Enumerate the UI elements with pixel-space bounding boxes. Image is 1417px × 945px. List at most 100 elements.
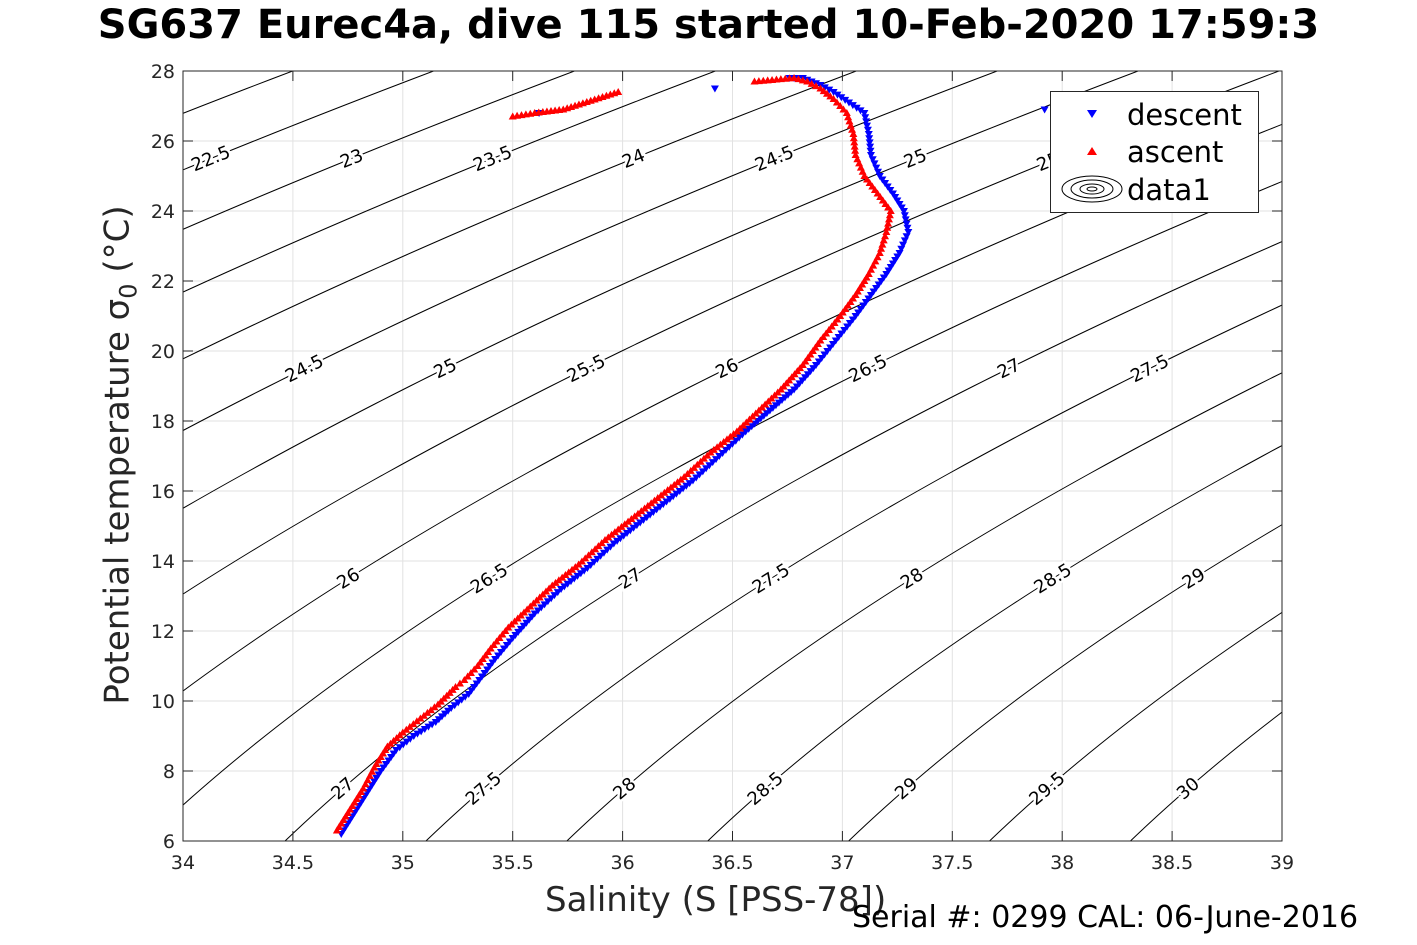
ascent-marker: [845, 117, 854, 125]
y-tick-label: 10: [151, 691, 175, 713]
descent-marker: [537, 604, 546, 612]
ascent-marker: [368, 767, 377, 775]
density-contour-line: [847, 524, 1282, 841]
chart-title: SG637 Eurec4a, dive 115 started 10-Feb-2…: [97, 2, 1320, 48]
descent-marker: [399, 741, 408, 749]
ascent-marker: [363, 776, 372, 784]
legend-item-data1: data1: [1051, 171, 1258, 207]
descent-marker: [833, 91, 842, 99]
ascent-marker: [884, 219, 893, 227]
x-tick-label: 39: [1270, 852, 1294, 874]
ascent-marker: [812, 82, 821, 90]
ascent-marker: [850, 142, 859, 150]
y-axis-label-subscript: 0: [114, 283, 143, 299]
descent-marker: [457, 696, 466, 704]
ascent-marker: [851, 146, 860, 154]
ascent-marker: [807, 79, 816, 87]
down-triangle-marker-icon: [1087, 110, 1097, 118]
x-tick-label: 36.5: [711, 852, 753, 874]
descent-marker: [583, 565, 592, 572]
ascent-marker: [871, 257, 880, 265]
descent-marker: [820, 84, 829, 92]
descent-marker: [590, 558, 599, 566]
descent-marker: [402, 738, 411, 746]
descent-marker: [540, 601, 549, 609]
density-contour-line: [183, 71, 999, 432]
descent-marker: [1040, 106, 1049, 114]
descent-marker: [708, 459, 717, 467]
ascent-marker: [455, 679, 464, 687]
descent-marker: [902, 220, 911, 228]
ascent-marker: [885, 211, 894, 219]
y-tick-label: 28: [151, 61, 175, 83]
legend: descent ascent data1: [1050, 91, 1259, 213]
descent-marker: [454, 699, 463, 707]
descent-marker: [395, 744, 404, 752]
y-tick-label: 22: [151, 271, 175, 293]
descent-marker: [710, 85, 719, 93]
descent-marker: [688, 477, 697, 485]
descent-marker: [447, 705, 456, 712]
descent-marker: [861, 114, 870, 122]
descent-marker: [715, 453, 724, 460]
density-contour-line: [183, 71, 1140, 509]
ascent-marker: [866, 265, 875, 273]
descent-marker: [863, 122, 872, 130]
ascent-marker: [856, 163, 865, 171]
descent-marker: [450, 702, 459, 710]
descent-marker: [900, 212, 909, 220]
density-contour-line: [183, 71, 858, 360]
descent-marker: [705, 462, 714, 470]
descent-marker: [406, 735, 415, 743]
data-markers: [332, 74, 1049, 838]
descent-marker: [530, 610, 539, 618]
ascent-marker: [873, 253, 882, 261]
density-contour-line: [284, 241, 1282, 841]
descent-marker: [904, 229, 913, 236]
ascent-marker: [361, 780, 370, 788]
ascent-marker: [849, 134, 858, 142]
legend-label-data1: data1: [1127, 173, 1211, 207]
y-tick-label: 20: [151, 341, 175, 363]
descent-marker: [866, 152, 875, 159]
y-axis-label-text: Potential temperature σ: [97, 298, 138, 705]
x-axis-label: Salinity (S [PSS-78]): [545, 880, 887, 920]
up-triangle-marker-icon: [1087, 147, 1097, 155]
descent-marker: [550, 592, 559, 600]
ascent-marker: [508, 112, 517, 120]
descent-marker: [852, 104, 861, 112]
descent-marker: [860, 110, 869, 117]
legend-item-descent: descent: [1051, 96, 1258, 132]
descent-marker: [856, 107, 865, 115]
x-tick-label: 38.5: [1151, 852, 1193, 874]
descent-marker: [721, 446, 730, 454]
ascent-marker: [851, 151, 860, 158]
density-contour-line: [183, 71, 576, 230]
ascent-marker: [451, 683, 460, 690]
ascent-marker: [883, 223, 892, 231]
legend-item-ascent: ascent: [1051, 133, 1258, 169]
descent-marker: [702, 465, 711, 473]
x-tick-label: 34.5: [272, 852, 314, 874]
descent-marker: [461, 693, 470, 701]
serial-footer: Serial #: 0299 CAL: 06-June-2016: [852, 900, 1359, 935]
descent-marker: [865, 135, 874, 143]
contour-lines-icon: [1061, 175, 1123, 203]
density-contour-line: [183, 180, 1282, 806]
ascent-marker: [750, 77, 759, 85]
descent-marker: [829, 89, 838, 96]
ascent-marker: [850, 138, 859, 146]
descent-marker: [533, 607, 542, 615]
density-contour-line: [183, 71, 1281, 595]
descent-marker: [593, 555, 602, 563]
descent-marker: [844, 99, 853, 107]
y-tick-label: 18: [151, 411, 175, 433]
density-contour-line: [183, 71, 717, 293]
descent-marker: [718, 449, 727, 457]
ascent-marker: [848, 125, 857, 133]
ascent-marker: [879, 236, 888, 244]
descent-marker: [901, 216, 910, 224]
density-contour-line: [707, 444, 1282, 841]
descent-marker: [599, 549, 608, 557]
ascent-marker: [884, 215, 893, 223]
